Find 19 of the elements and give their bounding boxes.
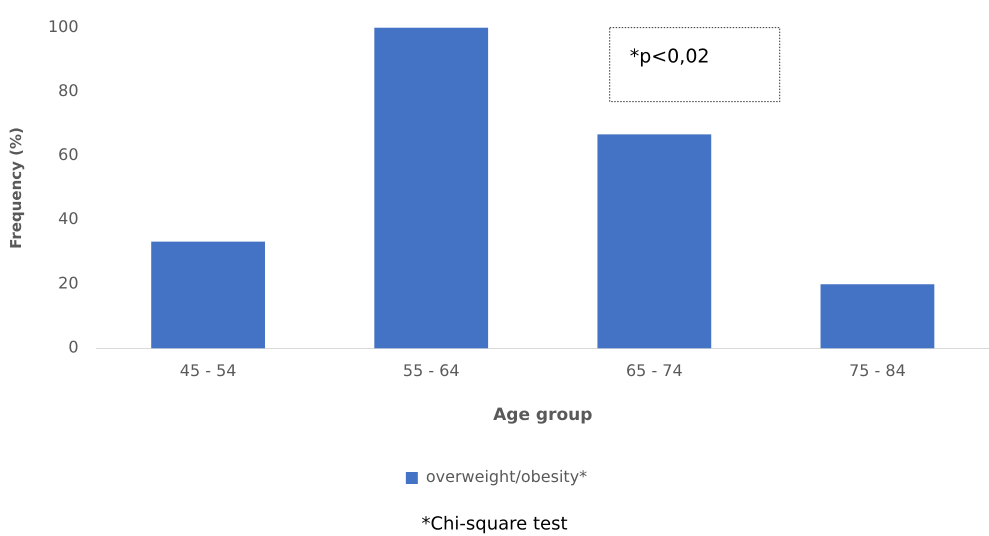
y-tick-label: 40 — [58, 209, 79, 228]
legend-label: overweight/obesity* — [426, 467, 588, 486]
y-tick-label: 100 — [48, 16, 79, 36]
bar — [374, 28, 488, 348]
bar — [597, 134, 712, 348]
bar — [151, 242, 265, 348]
y-tick-label: 0 — [68, 338, 79, 357]
x-tick-label: 75 - 84 — [849, 361, 906, 380]
x-axis-title: Age group — [493, 405, 592, 426]
y-tick-label: 80 — [58, 80, 79, 100]
annotation: *p<0,02 — [630, 46, 710, 68]
y-axis-title: Frequency (%) — [6, 127, 25, 249]
text: *Chi-square test — [421, 514, 568, 535]
y-tick-label: 60 — [58, 145, 79, 164]
x-tick-label: 55 - 64 — [402, 361, 460, 380]
bar — [820, 284, 934, 348]
y-tick-label: 20 — [58, 273, 79, 292]
x-tick-label: 65 - 74 — [626, 361, 683, 380]
x-tick-label: 45 - 54 — [180, 361, 236, 380]
